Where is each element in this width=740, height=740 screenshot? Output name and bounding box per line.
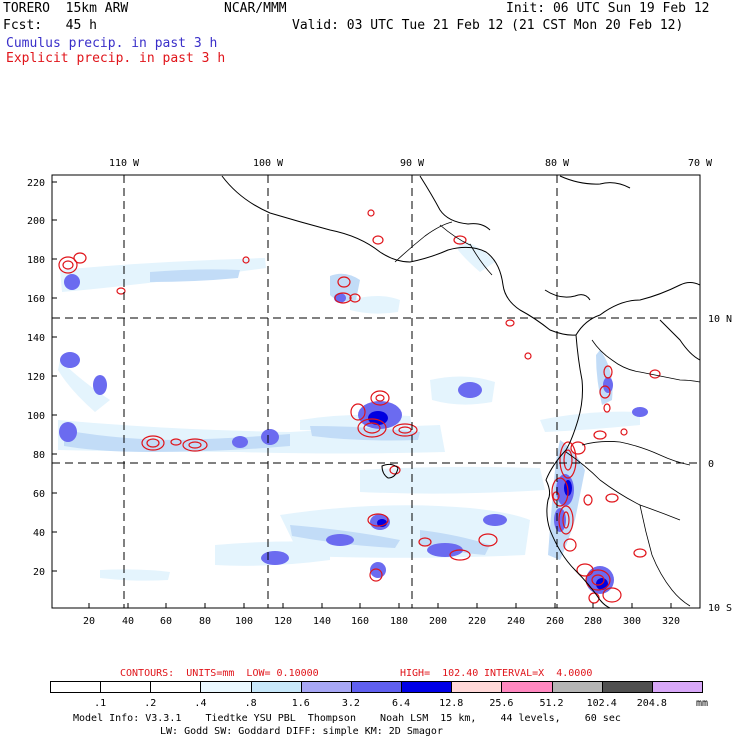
x-label: 320 [662,616,680,627]
colorbar-tick-label: 1.6 [291,698,310,709]
contour-interval-label: INTERVAL=X 4.0000 [484,668,593,679]
colorbar-unit: mm [696,698,709,709]
contour-high-label: HIGH= 102.40 [400,668,479,679]
explicit-precip-contours [58,209,661,604]
colorbar-swatch [150,681,202,693]
lat-lon-grid [52,175,700,608]
colorbar-swatch [651,681,703,693]
x-label: 120 [274,616,292,627]
colorbar-tick-label: .2 [144,698,157,709]
lon-label-90w: 90 W [400,158,425,169]
colorbar-tick-label: .8 [244,698,257,709]
x-label: 80 [199,616,211,627]
x-label: 40 [122,616,134,627]
colorbar-swatch [300,681,352,693]
colorbar-tick-label: 25.6 [489,698,514,709]
lon-label-70w: 70 W [688,158,713,169]
x-label: 180 [390,616,408,627]
x-label: 60 [160,616,172,627]
model-title: TORERO 15km ARW [3,1,129,16]
colorbar-swatch [100,681,152,693]
colorbar-swatch [451,681,503,693]
colorbar-tick-label: 6.4 [392,698,411,709]
y-label: 40 [33,528,45,539]
colorbar-swatch [50,681,102,693]
colorbar-swatch [250,681,302,693]
x-label: 200 [429,616,447,627]
init-time: Init: 06 UTC Sun 19 Feb 12 [506,1,710,16]
country-borders [394,221,700,607]
colorbar-swatch [350,681,403,693]
colorbar-swatch [401,681,453,693]
colorbar-swatch [601,681,653,693]
x-label: 260 [546,616,564,627]
colorbar-tick-label: 204.8 [636,698,667,709]
colorbar-swatch [501,681,553,693]
map-frame [51,174,701,609]
x-label: 160 [351,616,369,627]
colorbar-swatch [551,681,603,693]
lon-label-80w: 80 W [545,158,570,169]
y-label: 220 [27,178,45,189]
lat-label-10n: 10 N [708,314,732,325]
colorbar-tick-label: .1 [94,698,107,709]
contour-units-label: CONTOURS: UNITS=mm LOW= 0.10000 [120,668,319,679]
model-info: Model Info: V3.3.1 Tiedtke YSU PBL Thomp… [73,713,621,724]
y-label: 140 [27,333,45,344]
y-label: 100 [27,411,45,422]
organization-label: NCAR/MMM [224,1,287,16]
colorbar-tick-label: .4 [194,698,207,709]
x-label: 240 [507,616,525,627]
y-label: 60 [33,489,45,500]
y-label: 120 [27,372,45,383]
coastlines [221,175,700,608]
x-label: 20 [83,616,95,627]
x-label: 300 [623,616,641,627]
lat-label-0: 0 [708,459,714,470]
y-label: 180 [27,255,45,266]
x-label: 220 [468,616,486,627]
y-label: 20 [33,567,45,578]
colorbar-tick-label: 3.2 [341,698,360,709]
colorbar-tick-label: 102.4 [586,698,617,709]
valid-time: Valid: 03 UTC Tue 21 Feb 12 (21 CST Mon … [292,18,684,33]
x-label: 100 [235,616,253,627]
map-content [52,175,700,608]
model-physics-info: LW: Godd SW: Goddard DIFF: simple KM: 2D… [160,726,443,737]
y-label: 80 [33,450,45,461]
lon-label-110w: 110 W [109,158,140,169]
lat-label-10s: 10 S [708,603,732,614]
axis-ticks [52,181,672,608]
x-label: 280 [584,616,602,627]
colorbar-swatch [200,681,252,693]
y-label: 200 [27,216,45,227]
lon-label-100w: 100 W [253,158,284,169]
field-explicit-label: Explicit precip. in past 3 h [6,51,226,66]
y-label: 160 [27,294,45,305]
light-precip-shading [58,240,640,581]
colorbar-tick-label: 12.8 [439,698,464,709]
colorbar-tick-label: 51.2 [539,698,564,709]
forecast-hour: Fcst: 45 h [3,18,97,33]
x-label: 140 [313,616,331,627]
field-cumulus-label: Cumulus precip. in past 3 h [6,36,218,51]
